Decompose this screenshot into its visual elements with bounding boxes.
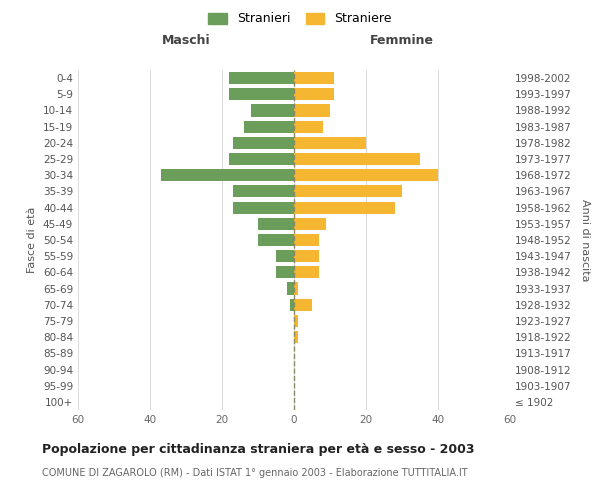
Bar xyxy=(294,153,420,165)
Bar xyxy=(294,120,323,132)
Bar xyxy=(161,169,294,181)
Bar xyxy=(294,234,319,246)
Legend: Stranieri, Straniere: Stranieri, Straniere xyxy=(205,8,395,29)
Text: Maschi: Maschi xyxy=(161,34,211,48)
Bar xyxy=(276,250,294,262)
Bar xyxy=(294,137,366,149)
Bar xyxy=(276,266,294,278)
Bar xyxy=(294,266,319,278)
Bar xyxy=(251,104,294,117)
Bar xyxy=(229,88,294,101)
Bar xyxy=(294,169,438,181)
Bar xyxy=(233,202,294,213)
Bar xyxy=(258,218,294,230)
Bar xyxy=(294,202,395,213)
Bar xyxy=(287,282,294,294)
Y-axis label: Anni di nascita: Anni di nascita xyxy=(580,198,590,281)
Bar xyxy=(294,88,334,101)
Bar xyxy=(244,120,294,132)
Bar xyxy=(290,298,294,311)
Bar xyxy=(294,315,298,327)
Bar xyxy=(294,282,298,294)
Bar xyxy=(294,298,312,311)
Bar xyxy=(233,186,294,198)
Bar xyxy=(229,72,294,84)
Text: COMUNE DI ZAGAROLO (RM) - Dati ISTAT 1° gennaio 2003 - Elaborazione TUTTITALIA.I: COMUNE DI ZAGAROLO (RM) - Dati ISTAT 1° … xyxy=(42,468,467,477)
Bar xyxy=(258,234,294,246)
Bar xyxy=(229,153,294,165)
Y-axis label: Fasce di età: Fasce di età xyxy=(28,207,37,273)
Bar xyxy=(294,104,330,117)
Bar xyxy=(294,331,298,343)
Text: Femmine: Femmine xyxy=(370,34,434,48)
Bar xyxy=(233,137,294,149)
Bar xyxy=(294,72,334,84)
Text: Popolazione per cittadinanza straniera per età e sesso - 2003: Popolazione per cittadinanza straniera p… xyxy=(42,442,475,456)
Bar xyxy=(294,218,326,230)
Bar xyxy=(294,186,402,198)
Bar xyxy=(294,250,319,262)
